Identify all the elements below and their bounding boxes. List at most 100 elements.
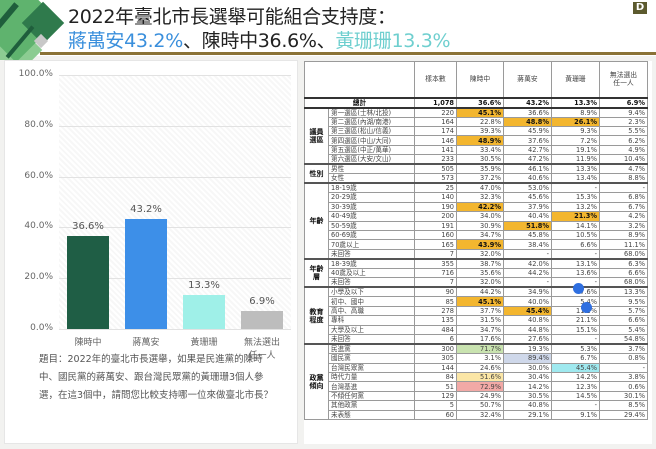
cell: 30.4%: [503, 371, 552, 383]
cell: 140: [414, 192, 457, 203]
table-row: 30-39歲 190 42.2% 37.9% 13.2% 6.7%: [305, 201, 648, 213]
row-label: 專科: [328, 315, 415, 326]
row-label: 20-29歲: [328, 192, 415, 203]
plot-area: 36.6% 43.2% 13.3% 6.9%: [59, 75, 291, 330]
cell: 34.7%: [456, 229, 504, 241]
cell: 5.5%: [599, 125, 648, 137]
cell: 44.8%: [503, 324, 552, 336]
cell: 14.2%: [551, 371, 600, 383]
cell: 22.8%: [456, 116, 504, 127]
cell: 146: [414, 135, 457, 146]
cell: 0.6%: [599, 381, 648, 392]
y-tick-label: 20.0%: [24, 272, 53, 283]
cell: -: [551, 182, 600, 194]
table-row: 不傾任何黨 129 24.9% 30.5% 14.5% 30.1%: [305, 390, 648, 402]
cell: 8.5%: [599, 400, 648, 411]
table-row: 政黨 傾向 民進黨 300 71.7% 19.3% 5.3% 3.7%: [304, 343, 648, 421]
cell: 13.3%: [551, 96, 600, 109]
cell: 9.3%: [551, 125, 600, 137]
cell: 6.9%: [599, 96, 648, 109]
table-row: 未回答 7 32.0% - -68.0%: [305, 248, 648, 260]
table-row-total: 總計 1,078 36.6% 43.2% 13.3% 6.9%: [304, 96, 648, 109]
cell: 38.4%: [503, 239, 552, 250]
row-label: 18-19歲: [328, 182, 415, 194]
row-label: 未回答: [328, 334, 415, 345]
cell: 32.3%: [456, 192, 504, 203]
page-title: 2022年臺北市長選舉可能組合支持度：: [68, 6, 396, 28]
cell: 6.7%: [599, 201, 648, 213]
cell: 85: [414, 296, 457, 307]
row-label: 不傾任何黨: [328, 390, 415, 402]
cell: 9.5%: [599, 296, 648, 307]
cell: 53.0%: [503, 182, 552, 194]
group-label: 性別: [304, 163, 329, 184]
y-tick-label: 40.0%: [24, 221, 53, 232]
x-tick-label: 陳時中: [74, 338, 102, 348]
cell: 8.9%: [599, 229, 648, 241]
cell: 54.8%: [599, 334, 648, 345]
table-row: 20-29歲 140 32.3% 45.6% 15.3% 6.8%: [305, 192, 648, 203]
subtitle-candidate-3: 黃珊珊13.3%: [335, 30, 451, 52]
table-row: 第三選區(松山/信義) 174 39.3% 45.9% 9.3% 5.5%: [305, 125, 648, 137]
gridline: [59, 75, 291, 76]
cell: 0.8%: [599, 353, 648, 364]
cell: 48.8%: [503, 116, 552, 127]
cell: 72.9%: [456, 381, 504, 392]
survey-question: 題目：2022年的臺北市長選舉，如果是民進黨的陳時中、國民黨的蔣萬安、跟台灣民眾…: [39, 354, 274, 401]
row-label: 第三選區(松山/信義): [328, 125, 415, 137]
cell: 233: [414, 154, 457, 165]
cell: 135: [414, 315, 457, 326]
row-label: 第四選區(中山/大同): [328, 135, 415, 146]
cell: 13.2%: [551, 201, 600, 213]
cell: 29.4%: [599, 409, 648, 421]
cell: 21.1%: [551, 315, 600, 326]
cell: 6.2%: [599, 135, 648, 146]
cell: 47.2%: [503, 154, 552, 165]
cell: 43.9%: [456, 239, 504, 250]
bar-value-label: 13.3%: [188, 280, 220, 292]
row-label: 初中、國中: [328, 296, 415, 307]
row-label: 未回答: [328, 248, 415, 260]
cell: 37.2%: [456, 173, 504, 184]
x-tick-label: 蔣萬安: [132, 338, 160, 348]
cell: 36.6%: [456, 96, 504, 109]
cell: 42.7%: [503, 144, 552, 156]
cell: 13.3%: [599, 286, 648, 298]
cell: 34.9%: [503, 286, 552, 298]
cell: 71.7%: [456, 343, 504, 355]
row-label: 第五選區(中正/萬華): [328, 144, 415, 156]
cell: 32.0%: [456, 277, 504, 288]
cell: 3.2%: [599, 220, 648, 232]
cell: 3.7%: [599, 343, 648, 355]
group-label: 教育 程度: [304, 286, 329, 345]
y-tick-label: 100.0%: [18, 69, 53, 79]
row-label: 40-49歲: [328, 211, 415, 222]
cell: 45.4%: [503, 305, 552, 317]
cell: 44.2%: [503, 267, 552, 279]
cell: 4.9%: [599, 144, 648, 156]
row-label: 小學及以下: [328, 286, 415, 298]
cell: 45.9%: [503, 125, 552, 137]
cell: 29.1%: [503, 409, 552, 421]
table-row: 70歲以上 165 43.9% 38.4% 6.6% 11.1%: [305, 239, 648, 250]
cell: 40.6%: [503, 173, 552, 184]
cell: 17.6%: [456, 334, 504, 345]
cell: -: [599, 182, 648, 194]
cell: 164: [414, 116, 457, 127]
cell: 32.0%: [456, 248, 504, 260]
cell: 1,078: [414, 96, 457, 109]
header-divider: [40, 52, 656, 55]
table-row: 40-49歲 200 34.0% 40.4% 21.3% 4.2%: [305, 211, 648, 222]
cell: 13.4%: [551, 173, 600, 184]
cell: 191: [414, 220, 457, 232]
row-label: 男性: [328, 163, 415, 175]
y-tick-label: 60.0%: [24, 170, 53, 181]
cell: 144: [414, 362, 457, 373]
x-tick-label: 黃珊珊: [190, 338, 218, 348]
row-label: 70歲以上: [328, 239, 415, 250]
cell: 141: [414, 144, 457, 156]
cell: 19.3%: [503, 343, 552, 355]
table-row: 第四選區(中山/大同) 146 48.9% 37.6% 7.2% 6.2%: [305, 135, 648, 146]
